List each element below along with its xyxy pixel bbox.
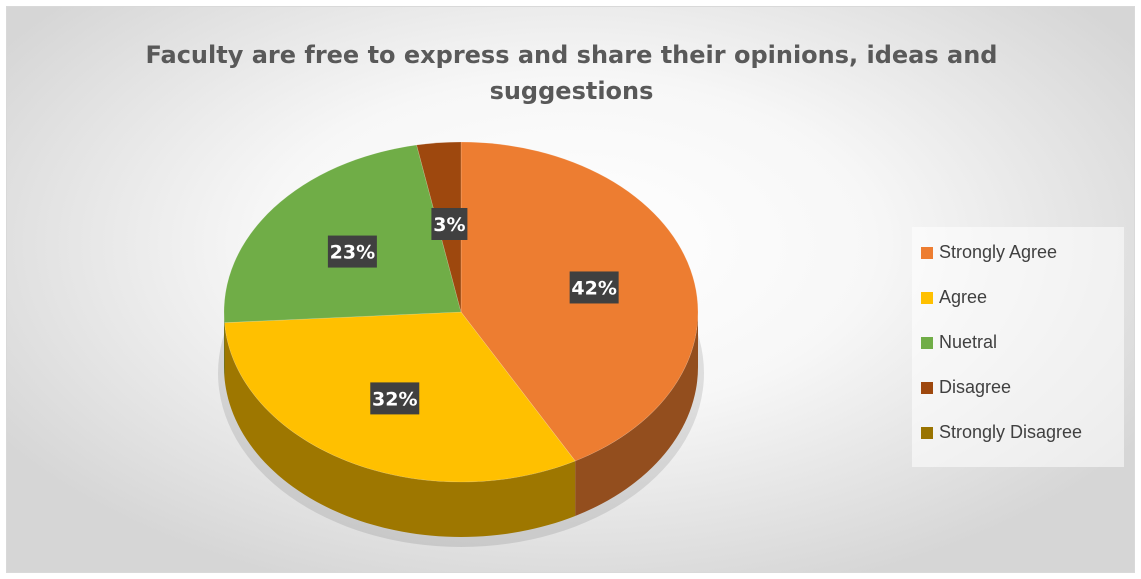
legend-label: Agree [939, 287, 988, 307]
data-label-box [569, 271, 619, 304]
legend: Strongly Agree Agree Nuetral Disagree Strong… [912, 227, 1124, 467]
legend-label: Strongly Agree [939, 242, 1058, 262]
legend-swatch [921, 292, 933, 304]
data-label-strongly-agree: 42% [569, 271, 619, 304]
pie-side-strongly-agree [575, 312, 698, 516]
data-label-box [431, 207, 468, 240]
legend-item-nuetral: Nuetral [921, 327, 997, 357]
legend-item-disagree: Disagree [921, 372, 1011, 402]
legend-swatch [921, 427, 933, 439]
data-label-box [370, 382, 420, 415]
chart-title-line-1: Faculty are free to express and share th… [145, 41, 998, 69]
data-label-agree: 32% [370, 382, 420, 415]
data-label-text: 42% [571, 277, 616, 299]
legend-item-strongly-disagree: Strongly Disagree [921, 417, 1082, 447]
data-label-text: 23% [330, 242, 375, 264]
legend-swatch [921, 247, 933, 259]
data-label-disagree: 3% [431, 207, 468, 240]
legend-swatch [921, 337, 933, 349]
chart-title: Faculty are free to express and share th… [7, 37, 1136, 109]
legend-item-strongly-agree: Strongly Agree [921, 237, 1057, 267]
data-label-text: 32% [372, 388, 417, 410]
data-label-nuetral: 23% [327, 235, 377, 268]
chart-area: Faculty are free to express and share th… [6, 6, 1135, 573]
chart-title-line-2: suggestions [489, 77, 654, 105]
pie-side-agree [224, 322, 576, 537]
legend-label: Strongly Disagree [939, 422, 1083, 442]
data-label-box [327, 235, 377, 268]
legend-swatch [921, 382, 933, 394]
legend-label: Nuetral [939, 332, 998, 352]
pie-slice-nuetral [223, 144, 462, 323]
legend-item-agree: Agree [921, 282, 987, 312]
legend-label: Disagree [939, 377, 1012, 397]
pie-chart: 42% 32% 23% 3% [218, 141, 704, 547]
data-label-text: 3% [433, 214, 465, 236]
